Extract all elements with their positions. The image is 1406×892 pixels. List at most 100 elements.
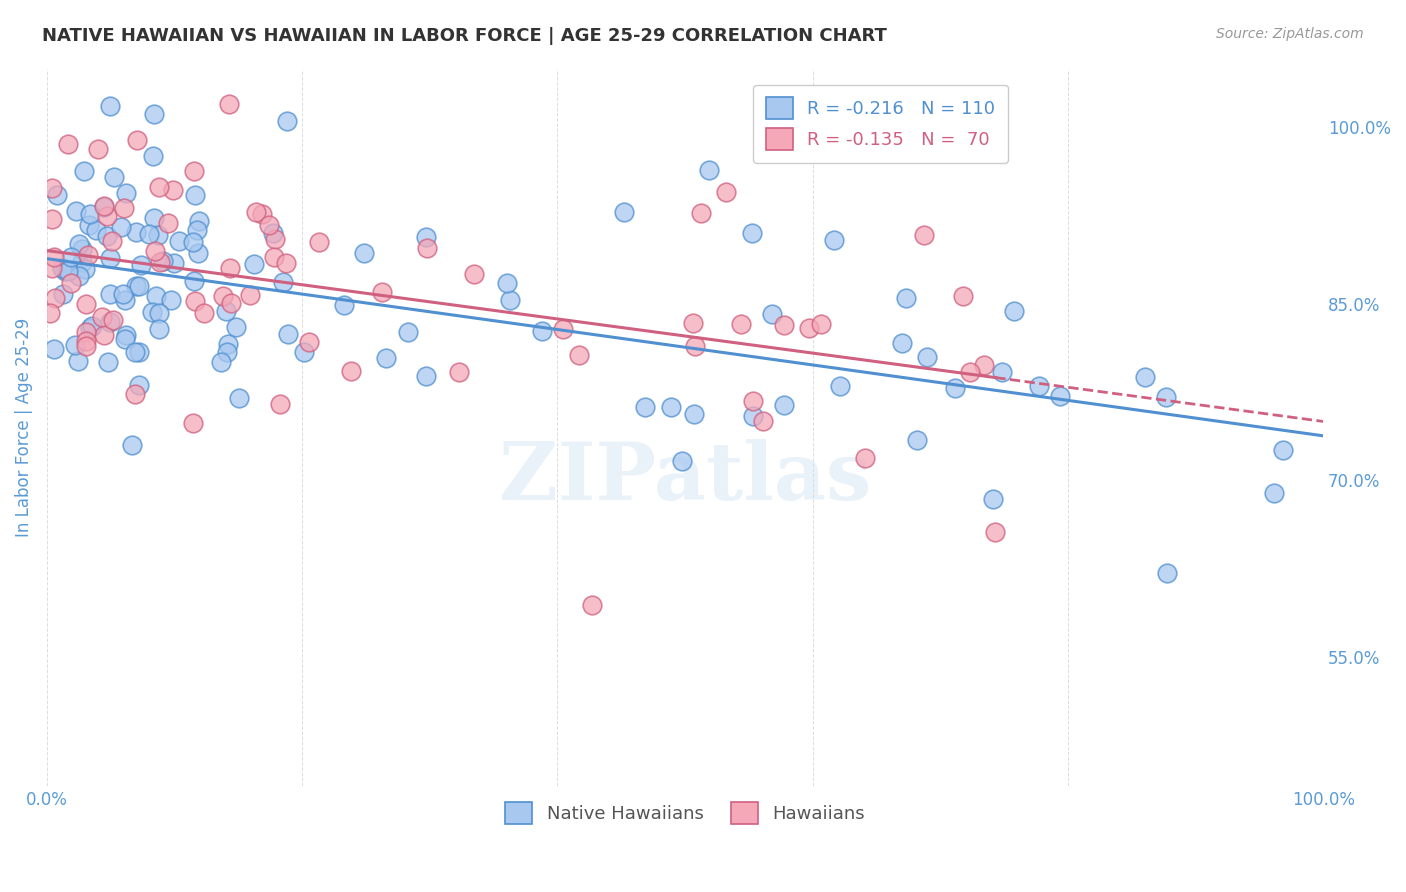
Point	[984, 524, 1007, 539]
Point	[215, 304, 238, 318]
Point	[761, 307, 783, 321]
Point	[53, 263, 76, 277]
Point	[73, 262, 96, 277]
Point	[416, 241, 439, 255]
Point	[447, 365, 470, 379]
Point	[217, 337, 239, 351]
Point	[1156, 390, 1178, 404]
Point	[277, 327, 299, 342]
Point	[463, 267, 485, 281]
Point	[772, 318, 794, 332]
Point	[163, 256, 186, 270]
Point	[952, 289, 974, 303]
Point	[828, 379, 851, 393]
Point	[183, 274, 205, 288]
Point	[263, 250, 285, 264]
Point	[143, 211, 166, 226]
Point	[730, 317, 752, 331]
Point	[1271, 443, 1294, 458]
Point	[93, 199, 115, 213]
Point	[143, 244, 166, 258]
Point	[496, 276, 519, 290]
Point	[396, 325, 419, 339]
Point	[42, 250, 65, 264]
Point	[773, 399, 796, 413]
Point	[298, 334, 321, 349]
Point	[124, 226, 146, 240]
Point	[114, 186, 136, 200]
Text: ZIPatlas: ZIPatlas	[499, 439, 872, 516]
Point	[415, 368, 437, 383]
Point	[152, 253, 174, 268]
Point	[66, 354, 89, 368]
Point	[103, 169, 125, 184]
Legend: Native Hawaiians, Hawaiians: Native Hawaiians, Hawaiians	[495, 791, 876, 835]
Point	[98, 287, 121, 301]
Point	[42, 342, 65, 356]
Point	[186, 222, 208, 236]
Point	[70, 255, 93, 269]
Point	[613, 205, 636, 219]
Point	[499, 293, 522, 307]
Point	[41, 260, 63, 275]
Point	[890, 335, 912, 350]
Point	[124, 387, 146, 401]
Point	[212, 289, 235, 303]
Point	[44, 291, 66, 305]
Point	[41, 181, 63, 195]
Point	[70, 242, 93, 256]
Point	[682, 316, 704, 330]
Point	[415, 230, 437, 244]
Point	[1263, 486, 1285, 500]
Point	[193, 306, 215, 320]
Point	[292, 344, 315, 359]
Point	[73, 164, 96, 178]
Point	[148, 228, 170, 243]
Point	[80, 318, 103, 333]
Point	[634, 401, 657, 415]
Point	[160, 293, 183, 308]
Point	[56, 136, 79, 151]
Point	[1135, 370, 1157, 384]
Point	[148, 180, 170, 194]
Point	[100, 234, 122, 248]
Point	[271, 275, 294, 289]
Point	[683, 339, 706, 353]
Point	[84, 222, 107, 236]
Point	[905, 433, 928, 447]
Point	[1028, 378, 1050, 392]
Point	[39, 306, 62, 320]
Point	[218, 261, 240, 276]
Point	[553, 321, 575, 335]
Point	[114, 293, 136, 307]
Point	[340, 364, 363, 378]
Point	[93, 200, 115, 214]
Point	[67, 269, 90, 284]
Point	[77, 248, 100, 262]
Point	[149, 254, 172, 268]
Point	[250, 207, 273, 221]
Point	[162, 183, 184, 197]
Point	[568, 348, 591, 362]
Point	[671, 454, 693, 468]
Point	[990, 365, 1012, 379]
Point	[101, 313, 124, 327]
Point	[46, 188, 69, 202]
Point	[125, 133, 148, 147]
Point	[63, 338, 86, 352]
Point	[148, 306, 170, 320]
Point	[697, 163, 720, 178]
Point	[51, 261, 73, 276]
Point	[79, 207, 101, 221]
Point	[96, 229, 118, 244]
Point	[75, 334, 97, 348]
Point	[167, 234, 190, 248]
Point	[981, 491, 1004, 506]
Point	[112, 286, 135, 301]
Point	[52, 287, 75, 301]
Point	[87, 142, 110, 156]
Point	[188, 214, 211, 228]
Point	[917, 350, 939, 364]
Point	[156, 216, 179, 230]
Point	[75, 339, 97, 353]
